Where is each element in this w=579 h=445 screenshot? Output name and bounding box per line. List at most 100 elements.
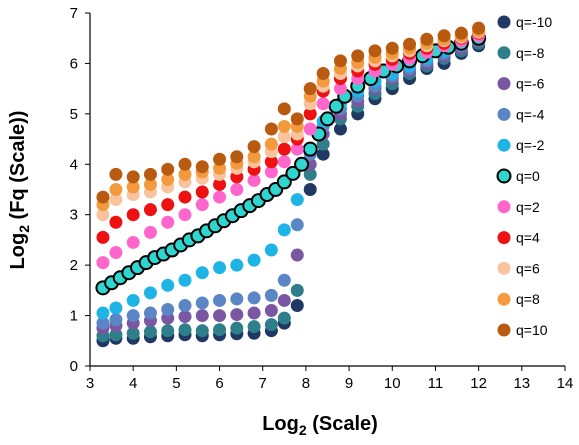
legend-marker bbox=[497, 261, 511, 275]
data-point bbox=[316, 67, 330, 81]
y-axis-title-subscript: 2 bbox=[16, 225, 32, 233]
data-point bbox=[472, 21, 486, 35]
data-point bbox=[178, 323, 192, 337]
data-point bbox=[247, 140, 261, 154]
data-point bbox=[368, 44, 382, 58]
legend-marker bbox=[497, 138, 511, 152]
data-point bbox=[195, 160, 209, 174]
data-point bbox=[126, 208, 140, 222]
x-tick-label: 6 bbox=[215, 375, 223, 392]
legend-label: q=-4 bbox=[516, 106, 545, 122]
data-point bbox=[161, 303, 175, 317]
legend-label: q=-8 bbox=[516, 45, 545, 61]
data-point bbox=[143, 177, 157, 191]
data-point bbox=[420, 32, 434, 46]
x-axis-title: Log2 (Scale) bbox=[262, 413, 378, 438]
data-point bbox=[264, 137, 278, 151]
data-point bbox=[126, 326, 140, 340]
legend: q=-10 q=-8 q=-6 q=-4 q=-2 q=0 q=2 q=4 q=6 q=8 q=10 bbox=[496, 14, 552, 338]
data-point bbox=[161, 324, 175, 338]
x-axis-title-rest: (Scale) bbox=[307, 413, 378, 435]
data-point bbox=[143, 286, 157, 300]
x-axis-title-subscript: 2 bbox=[299, 422, 307, 438]
y-tick-label: 2 bbox=[70, 257, 78, 274]
x-tick-label: 3 bbox=[86, 375, 94, 392]
data-point bbox=[290, 112, 304, 126]
data-point bbox=[247, 291, 261, 305]
data-point bbox=[126, 170, 140, 184]
y-axis-title: Log2 (Fq (Scale)) bbox=[7, 111, 32, 270]
data-point bbox=[290, 248, 304, 262]
data-point bbox=[294, 156, 310, 172]
legend-label: q=-10 bbox=[516, 14, 552, 30]
data-point bbox=[290, 142, 304, 156]
data-point bbox=[109, 167, 123, 181]
data-point bbox=[303, 183, 317, 196]
data-point bbox=[109, 301, 123, 315]
data-point bbox=[247, 173, 261, 187]
data-point bbox=[161, 172, 175, 186]
data-point bbox=[213, 293, 227, 307]
x-tick-label: 14 bbox=[557, 375, 574, 392]
data-point bbox=[264, 304, 278, 318]
data-point bbox=[277, 273, 291, 287]
x-tick-label: 12 bbox=[470, 375, 487, 392]
data-point bbox=[126, 180, 140, 194]
legend-marker bbox=[497, 200, 511, 214]
data-point bbox=[161, 215, 175, 229]
data-point bbox=[333, 122, 347, 136]
x-tick-label: 10 bbox=[384, 375, 401, 392]
data-point bbox=[277, 102, 291, 116]
data-point bbox=[328, 98, 344, 114]
data-point bbox=[195, 198, 209, 212]
data-point bbox=[96, 316, 110, 330]
data-point bbox=[290, 298, 304, 312]
data-point bbox=[303, 107, 317, 121]
data-point bbox=[320, 111, 335, 127]
legend-marker bbox=[497, 231, 511, 245]
data-point bbox=[303, 82, 317, 96]
data-point bbox=[264, 288, 278, 302]
y-tick-label: 3 bbox=[70, 207, 78, 224]
data-point bbox=[264, 122, 278, 136]
data-point bbox=[285, 165, 301, 181]
data-point bbox=[195, 324, 209, 338]
data-point bbox=[247, 150, 261, 164]
legend-marker bbox=[497, 46, 511, 60]
data-point bbox=[276, 174, 292, 190]
y-tick-label: 1 bbox=[70, 308, 78, 325]
data-point bbox=[302, 141, 318, 157]
x-tick-label: 13 bbox=[513, 375, 530, 392]
data-point bbox=[351, 49, 365, 63]
data-point bbox=[230, 321, 244, 335]
data-point bbox=[333, 82, 347, 96]
x-axis-title-main: Log bbox=[262, 413, 299, 435]
data-point bbox=[109, 215, 123, 229]
y-tick-label: 5 bbox=[70, 106, 78, 123]
data-point bbox=[109, 328, 123, 342]
data-point bbox=[213, 177, 227, 191]
y-ticks: 0 1 2 3 4 5 6 7 bbox=[70, 5, 90, 375]
data-point bbox=[143, 306, 157, 320]
legend-marker bbox=[497, 292, 511, 306]
data-point bbox=[213, 309, 227, 323]
data-point bbox=[178, 167, 192, 181]
legend-label: q=-2 bbox=[516, 137, 545, 153]
data-point bbox=[96, 208, 110, 222]
data-point bbox=[230, 183, 244, 196]
data-point bbox=[230, 308, 244, 322]
data-point bbox=[195, 296, 209, 310]
axes bbox=[89, 13, 565, 367]
x-ticks: 3 4 5 6 7 8 9 10 11 12 13 14 bbox=[86, 366, 574, 392]
data-point bbox=[230, 258, 244, 272]
data-point bbox=[143, 325, 157, 339]
data-point bbox=[109, 183, 123, 196]
data-point bbox=[230, 150, 244, 164]
data-point bbox=[303, 122, 317, 136]
data-point bbox=[277, 130, 291, 144]
data-point bbox=[178, 310, 192, 324]
data-point bbox=[96, 256, 110, 270]
legend-label: q=8 bbox=[516, 291, 540, 307]
data-point bbox=[213, 161, 227, 175]
data-point bbox=[161, 278, 175, 292]
